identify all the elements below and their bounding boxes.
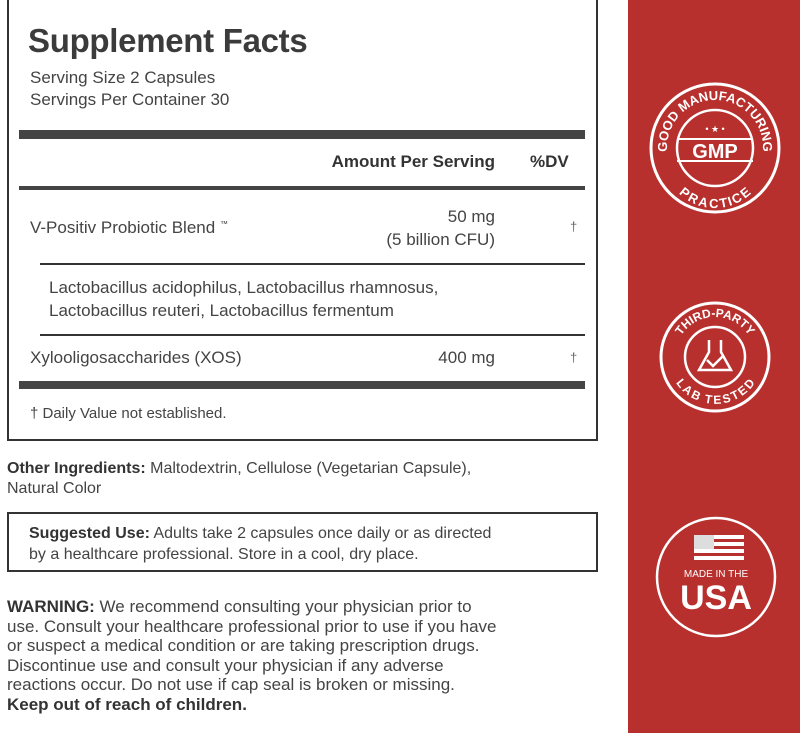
blend-cfu: (5 billion CFU): [386, 230, 495, 249]
warning: WARNING: We recommend consulting your ph…: [7, 597, 497, 714]
serving-size: Serving Size 2 Capsules: [30, 68, 216, 87]
other-ingredients-2: Natural Color: [7, 480, 102, 497]
badge-panel: GOOD MANUFACTURING PRACTICE • ★ • GMP TH…: [628, 0, 800, 733]
xos-amount: 400 mg: [438, 348, 495, 367]
xos-name: Xylooligosaccharides (XOS): [30, 348, 242, 367]
svg-text:• ★ •: • ★ •: [705, 124, 724, 134]
other-ingredients: Other Ingredients: Maltodextrin, Cellulo…: [7, 460, 472, 477]
svg-text:GMP: GMP: [692, 141, 738, 163]
blend-contents-1: Lactobacillus acidophilus, Lactobacillus…: [49, 278, 439, 297]
divider: [40, 334, 585, 336]
header-dv: %DV: [530, 152, 569, 171]
divider: [40, 263, 585, 265]
gmp-badge-icon: GOOD MANUFACTURING PRACTICE • ★ • GMP: [649, 82, 781, 214]
made-in-usa-badge-icon: MADE IN THE USA: [655, 516, 777, 638]
lab-tested-badge-icon: THIRD-PARTY LAB TESTED: [659, 301, 771, 413]
thick-divider: [19, 130, 585, 139]
blend-dv: †: [570, 219, 578, 234]
blend-amount: 50 mg: [447, 207, 495, 226]
svg-text:USA: USA: [680, 579, 752, 617]
suggested-use-2: by a healthcare professional. Store in a…: [29, 546, 419, 563]
header-amount: Amount Per Serving: [331, 152, 495, 171]
suggested-use-box: [7, 512, 598, 572]
blend-name: V-Positiv Probiotic Blend ™: [30, 218, 228, 237]
footnote: † Daily Value not established.: [30, 405, 227, 422]
supplement-facts-panel: [7, 0, 598, 441]
facts-title: Supplement Facts: [28, 22, 308, 59]
svg-text:MADE IN THE: MADE IN THE: [684, 569, 749, 580]
thick-divider: [19, 381, 585, 389]
blend-contents-2: Lactobacillus reuteri, Lactobacillus fer…: [49, 301, 394, 320]
xos-dv: †: [570, 350, 578, 365]
servings-per-container: Servings Per Container 30: [30, 90, 230, 109]
header-divider: [19, 186, 585, 190]
suggested-use: Suggested Use: Adults take 2 capsules on…: [29, 525, 492, 542]
